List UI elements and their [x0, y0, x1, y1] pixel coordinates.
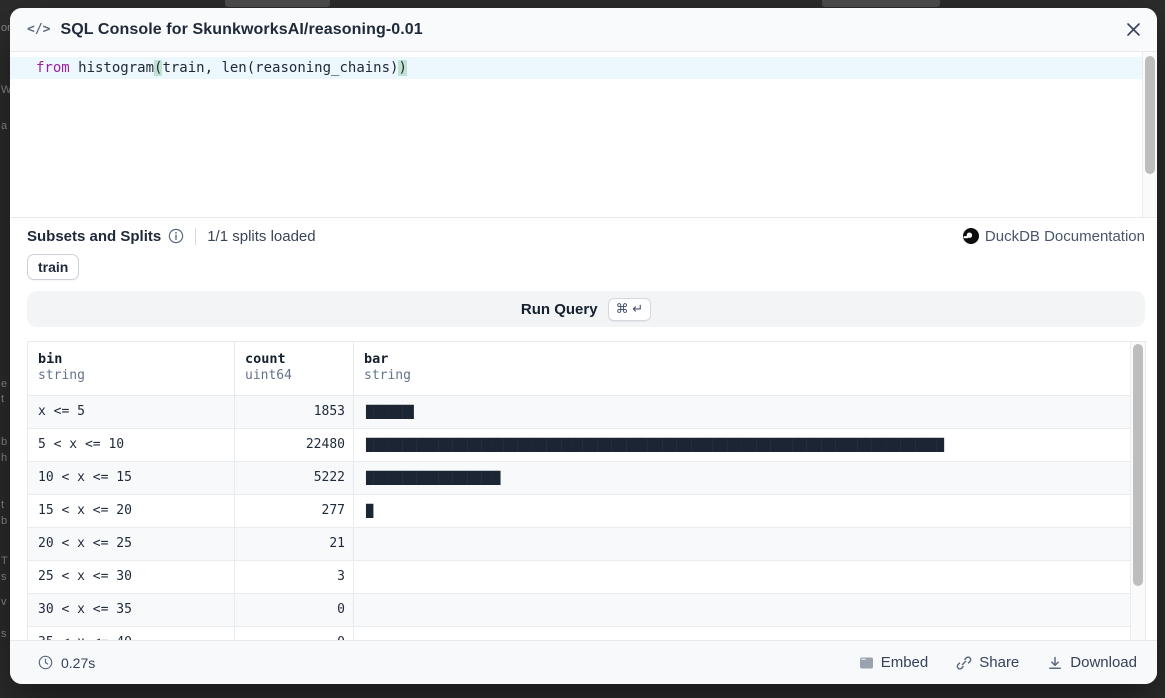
- backdrop-text-fragment: b: [1, 515, 8, 527]
- histogram-bar: █: [366, 504, 374, 518]
- table-row: 20 < x <= 25 21: [28, 528, 1145, 561]
- backdrop-text-fragment: s: [1, 628, 7, 640]
- table-row: 10 < x <= 15 5222 ██████████████████▋: [28, 462, 1145, 495]
- vertical-divider: [195, 227, 197, 245]
- column-header-bin[interactable]: bin string: [28, 342, 235, 395]
- editor-scrollbar[interactable]: [1142, 52, 1157, 217]
- backdrop-page-fragment: [822, 0, 940, 7]
- bin-cell: 10 < x <= 15: [28, 462, 235, 494]
- backdrop-text-fragment: T: [1, 555, 8, 567]
- bin-cell: 15 < x <= 20: [28, 495, 235, 527]
- footer-actions: Embed Share Download: [859, 654, 1137, 671]
- link-icon: [956, 655, 972, 670]
- count-cell: 277: [235, 495, 354, 527]
- query-duration: 0.27s: [38, 655, 95, 671]
- results-table: bin string count uint64 bar string x <= …: [27, 341, 1146, 640]
- table-row: 35 < x <= 400: [28, 627, 1145, 640]
- code-brackets-icon: </>: [27, 22, 51, 37]
- sql-args: train, len(reasoning_chains): [162, 60, 399, 76]
- subsets-row: Subsets and Splits 1/1 splits loaded Duc…: [10, 224, 1157, 248]
- duckdb-icon: [962, 228, 979, 244]
- editor-active-line: [10, 57, 1142, 79]
- backdrop-text-fragment: t: [1, 393, 5, 405]
- bin-cell: 35 < x <= 40: [28, 627, 235, 640]
- duckdb-docs-label: DuckDB Documentation: [984, 227, 1145, 245]
- bar-cell: ████████████████████████████████████████…: [354, 429, 1145, 461]
- sql-query-line: from histogram(train, len(reasoning_chai…: [10, 52, 1157, 78]
- sql-function: histogram: [69, 60, 155, 76]
- histogram-bar: ████████████████████████████████████████…: [366, 438, 944, 452]
- run-query-button[interactable]: Run Query ⌘ ↵: [27, 291, 1145, 327]
- sql-keyword: from: [36, 60, 70, 76]
- bar-cell: [354, 627, 1145, 640]
- subsets-title: Subsets and Splits: [27, 227, 162, 245]
- backdrop-text-fragment: e: [1, 378, 8, 390]
- backdrop-text-fragment: W: [1, 84, 10, 96]
- count-cell: 3: [235, 561, 354, 593]
- table-body: x <= 5 1853 ██████▋ 5 < x <= 10 22480 ███████…: [28, 396, 1145, 640]
- run-query-label: Run Query: [520, 300, 598, 318]
- modal-header: </> SQL Console for SkunkworksAI/reasoni…: [10, 8, 1157, 52]
- backdrop-text-fragment: t: [1, 499, 5, 511]
- count-cell: 1853: [235, 396, 354, 428]
- table-row: 5 < x <= 10 22480 ████████████████████████…: [28, 429, 1145, 462]
- editor-scrollbar-thumb[interactable]: [1145, 56, 1155, 174]
- query-duration-value: 0.27s: [61, 654, 96, 671]
- share-button[interactable]: Share: [956, 654, 1019, 671]
- backdrop-text-fragment: v: [1, 596, 7, 608]
- close-icon[interactable]: [1121, 18, 1145, 42]
- matched-paren-open: (: [154, 60, 163, 76]
- embed-button[interactable]: Embed: [859, 654, 928, 671]
- info-icon[interactable]: [168, 228, 184, 244]
- download-icon: [1049, 656, 1062, 669]
- backdrop-text-fragment: on: [1, 22, 10, 34]
- histogram-bar: ██████████████████▋: [366, 471, 504, 485]
- splits-loaded-text: 1/1 splits loaded: [207, 227, 316, 245]
- modal-title: SQL Console for SkunkworksAI/reasoning-0…: [60, 20, 423, 38]
- table-header: bin string count uint64 bar string: [28, 342, 1145, 396]
- keyboard-shortcut-badge: ⌘ ↵: [607, 297, 652, 321]
- bin-cell: x <= 5: [28, 396, 235, 428]
- bar-cell: █: [354, 495, 1145, 527]
- backdrop-text-fragment: a: [1, 120, 8, 132]
- count-cell: 0: [235, 594, 354, 626]
- backdrop-text-fragment: h: [1, 452, 8, 464]
- sql-editor[interactable]: from histogram(train, len(reasoning_chai…: [10, 52, 1157, 218]
- histogram-bar: ██████▋: [366, 405, 417, 419]
- modal-footer: 0.27s Embed Share Download: [10, 640, 1157, 684]
- count-cell: 21: [235, 528, 354, 560]
- count-cell: 22480: [235, 429, 354, 461]
- embed-icon: [859, 657, 873, 668]
- count-cell: 0: [235, 627, 354, 640]
- bar-cell: [354, 594, 1145, 626]
- download-button[interactable]: Download: [1047, 654, 1137, 671]
- table-row: 30 < x <= 35 0: [28, 594, 1145, 627]
- clock-icon: [38, 655, 53, 670]
- bin-cell: 25 < x <= 30: [28, 561, 235, 593]
- table-row: x <= 5 1853 ██████▋: [28, 396, 1145, 429]
- table-row: 25 < x <= 30 3: [28, 561, 1145, 594]
- table-scrollbar-thumb[interactable]: [1133, 344, 1143, 586]
- table-row: 15 < x <= 20 277 █: [28, 495, 1145, 528]
- backdrop-text-fragment: s: [1, 571, 7, 583]
- split-button-train[interactable]: train: [27, 254, 80, 280]
- matched-paren-close: ): [398, 60, 407, 76]
- column-header-count[interactable]: count uint64: [235, 342, 354, 395]
- bin-cell: 30 < x <= 35: [28, 594, 235, 626]
- backdrop-page-fragment: [225, 0, 330, 7]
- count-cell: 5222: [235, 462, 354, 494]
- bar-cell: [354, 528, 1145, 560]
- backdrop-left: onWaetbhtbTsvs: [0, 0, 10, 698]
- duckdb-docs-link[interactable]: DuckDB Documentation: [962, 227, 1145, 245]
- table-scrollbar[interactable]: [1130, 342, 1145, 640]
- column-header-bar[interactable]: bar string: [364, 351, 411, 383]
- bin-cell: 5 < x <= 10: [28, 429, 235, 461]
- bar-cell: ██████▋: [354, 396, 1145, 428]
- split-row: train: [10, 254, 1157, 280]
- backdrop-text-fragment: b: [1, 436, 8, 448]
- bar-cell: ██████████████████▋: [354, 462, 1145, 494]
- bin-cell: 20 < x <= 25: [28, 528, 235, 560]
- sql-console-modal: </> SQL Console for SkunkworksAI/reasoni…: [10, 8, 1157, 684]
- bar-cell: [354, 561, 1145, 593]
